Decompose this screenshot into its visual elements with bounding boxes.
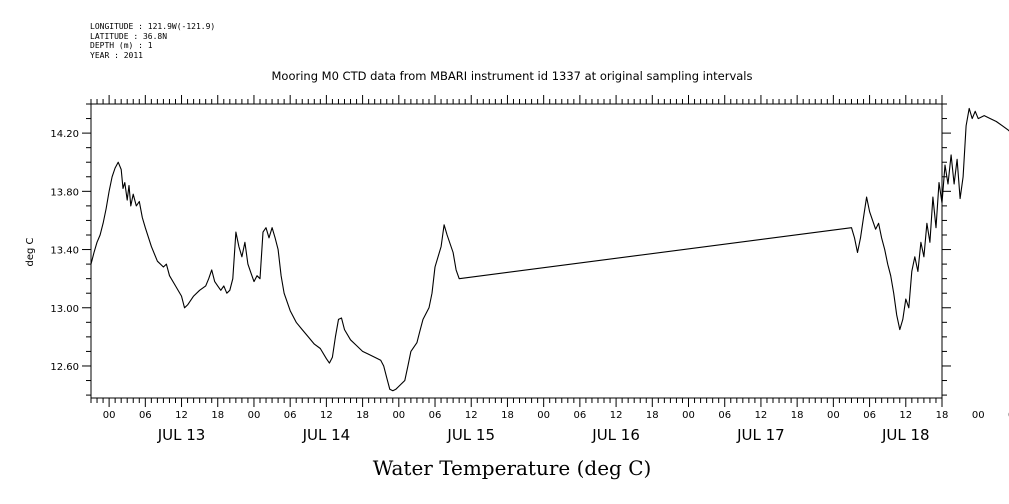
y-tick-label: 14.20 — [50, 129, 79, 140]
x-day-label: JUL 16 — [591, 426, 640, 444]
x-tick-label: 00 — [972, 410, 985, 421]
axis-ticks — [82, 95, 951, 407]
y-tick-label: 13.80 — [50, 187, 79, 198]
x-tick-label: 18 — [791, 410, 804, 421]
x-day-label: JUL 18 — [881, 426, 930, 444]
x-day-label: JUL 14 — [302, 426, 351, 444]
y-tick-label: 13.40 — [50, 246, 79, 257]
y-tick-label: 13.00 — [50, 304, 79, 315]
x-tick-label: 06 — [139, 410, 152, 421]
year-label: YEAR : 2011 — [90, 50, 143, 60]
plot-metadata: LONGITUDE : 121.9W(-121.9) LATITUDE : 36… — [90, 22, 215, 60]
x-day-label: JUL 13 — [157, 426, 206, 444]
x-tick-label: 12 — [755, 410, 768, 421]
x-tick-label: 06 — [429, 410, 442, 421]
x-tick-label: 18 — [211, 410, 224, 421]
x-tick-label: 18 — [936, 410, 949, 421]
plot-frame — [90, 103, 943, 399]
x-tick-label: 00 — [537, 410, 550, 421]
x-tick-label: 06 — [718, 410, 731, 421]
x-tick-label: 00 — [103, 410, 116, 421]
x-tick-label: 12 — [320, 410, 333, 421]
x-tick-label: 06 — [574, 410, 587, 421]
series-layer — [90, 107, 1009, 392]
x-tick-label: 18 — [646, 410, 659, 421]
x-tick-label: 06 — [284, 410, 297, 421]
x-tick-label: 00 — [682, 410, 695, 421]
x-day-label: JUL 17 — [736, 426, 785, 444]
x-tick-label: 12 — [899, 410, 912, 421]
x-tick-label: 00 — [827, 410, 840, 421]
y-axis-label: deg C — [25, 237, 36, 266]
x-tick-label: 18 — [356, 410, 369, 421]
y-tick-label: 12.60 — [50, 362, 79, 373]
x-tick-label: 00 — [248, 410, 261, 421]
x-tick-label: 12 — [175, 410, 188, 421]
chart-title: Mooring M0 CTD data from MBARI instrumen… — [272, 69, 753, 83]
temperature-series-line — [90, 107, 1009, 392]
x-day-label: JUL 15 — [446, 426, 495, 444]
longitude-label: LONGITUDE : 121.9W(-121.9) — [90, 22, 216, 31]
x-tick-label: 12 — [465, 410, 478, 421]
latitude-label: LATITUDE : 36.8N — [90, 31, 168, 41]
x-axis-label: Water Temperature (deg C) — [373, 456, 652, 480]
depth-label: DEPTH (m) : 1 — [90, 41, 153, 50]
x-tick-label: 12 — [610, 410, 623, 421]
axis-tick-labels: 00 06 12 18 00 06 12 18 00 06 12 18 00 06 12 18 00 06 12 18… — [50, 129, 1009, 444]
x-tick-label: 18 — [501, 410, 514, 421]
x-tick-label: 06 — [863, 410, 876, 421]
x-tick-label: 00 — [392, 410, 405, 421]
